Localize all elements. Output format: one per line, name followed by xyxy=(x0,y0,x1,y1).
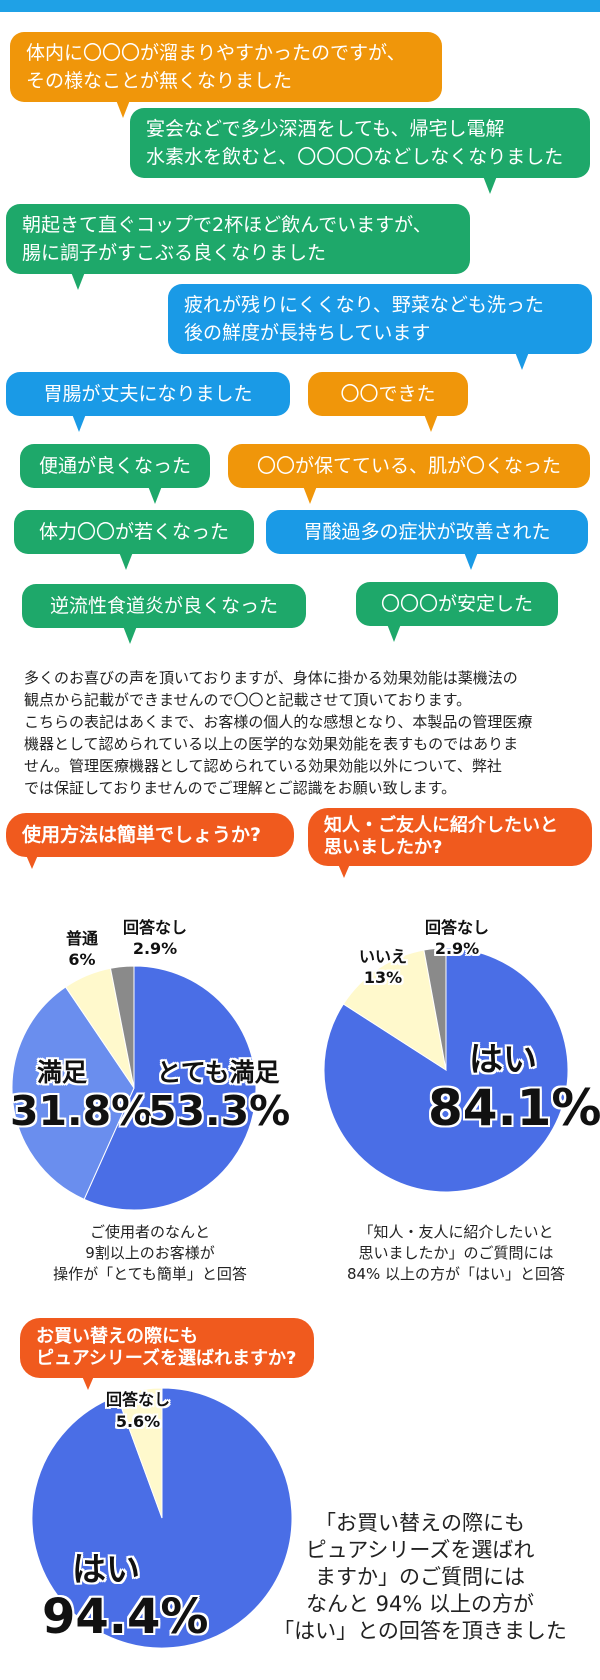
badge-tail xyxy=(82,1376,94,1390)
slice-label-very-satisfied: とても満足 53.3% xyxy=(148,1058,291,1135)
testimonial-bubble: 〇〇〇が安定した xyxy=(356,582,558,626)
bubble-tail xyxy=(148,486,162,504)
chart-caption: 「お買い替えの際にも ピュアシリーズを選ばれ ますか」のご質問には なんと 94… xyxy=(273,1511,567,1643)
bubble-tail xyxy=(464,552,478,570)
chart-caption: 「知人・友人に紹介したいと 思いましたか」のご質問には 84% 以上の方が「はい… xyxy=(346,1223,566,1283)
slice-label-yes: はい 84.1% xyxy=(428,1040,600,1137)
slice-label-no-answer: 回答なし 2.9% xyxy=(424,918,489,958)
testimonial-bubble: 体内に〇〇〇が溜まりやすかったのですが、 その様なことが無くなりました xyxy=(10,32,442,102)
testimonial-bubble: 宴会などで多少深酒をしても、帰宅し電解 水素水を飲むと、〇〇〇〇などしなくなりまし… xyxy=(130,108,590,178)
bubble-tail xyxy=(71,272,85,290)
bubble-tail xyxy=(424,414,438,432)
testimonial-bubble: 逆流性食道炎が良くなった xyxy=(22,584,306,628)
slice-label-no-answer: 回答なし 2.9% xyxy=(122,918,187,958)
bubble-tail xyxy=(515,352,529,370)
bubble-tail xyxy=(72,414,86,432)
bubble-tail xyxy=(483,176,497,194)
testimonial-bubble: 便通が良くなった xyxy=(20,444,210,488)
pie-slice-no-answer xyxy=(116,1387,163,1519)
testimonial-bubble: 疲れが残りにくくなり、野菜なども洗った 後の鮮度が長持ちしています xyxy=(168,284,592,354)
bubble-tail xyxy=(119,552,133,570)
disclaimer-text: 多くのお喜びの声を頂いておりますが、身体に掛かる効果効能は薬機法の 観点から記載… xyxy=(24,669,533,797)
slice-label-no: いいえ 13% xyxy=(358,947,407,987)
chart-caption: ご使用者のなんと 9割以上のお客様が 操作が「とても簡単」と回答 xyxy=(53,1223,247,1283)
pie-slice-satisfied xyxy=(11,986,135,1201)
slice-label-ok: 満足 31.8% xyxy=(10,1058,153,1135)
testimonial-bubble: 朝起きて直ぐコップで2杯ほど飲んでいますが、 腸に調子がすこぶる良くなりました xyxy=(6,204,470,274)
testimonial-bubble: 胃腸が丈夫になりました xyxy=(6,372,290,416)
pie-slice-no-answer xyxy=(423,947,447,1071)
bubble-tail xyxy=(387,624,401,642)
testimonial-bubble: 〇〇が保てている、肌が〇くなった xyxy=(228,444,590,488)
top-accent-bar xyxy=(0,0,600,12)
bubble-tail xyxy=(116,100,130,118)
chart-title-badge: お買い替えの際にも ピュアシリーズを選ばれますか? xyxy=(20,1318,314,1378)
pie-slice-no xyxy=(342,949,447,1072)
slice-label-yes: はい 94.4% xyxy=(42,1550,209,1645)
slice-label-no-answer: 回答なし 5.6% xyxy=(105,1390,170,1431)
bubble-tail xyxy=(303,486,317,504)
pie-slice-no-answer xyxy=(109,965,135,1089)
testimonial-bubble: 体力〇〇が若くなった xyxy=(14,510,254,554)
chart-title-badge: 知人・ご友人に紹介したいと 思いましたか? xyxy=(308,808,592,866)
testimonial-bubble: 〇〇できた xyxy=(308,372,468,416)
badge-tail xyxy=(338,864,350,878)
pie-slice-very-satisfied xyxy=(83,965,257,1211)
badge-tail xyxy=(26,855,38,869)
bubble-tail xyxy=(123,626,137,644)
testimonial-bubble: 胃酸過多の症状が改善された xyxy=(266,510,588,554)
slice-label-normal: 普通 6% xyxy=(65,929,98,969)
chart-title-badge: 使用方法は簡単でしょうか? xyxy=(6,813,294,857)
